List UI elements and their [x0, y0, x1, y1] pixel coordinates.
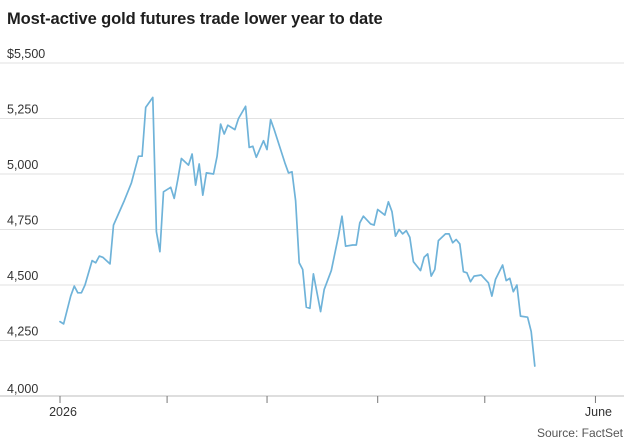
y-tick-label: 4,250 — [7, 325, 38, 339]
y-tick-label: 4,750 — [7, 214, 38, 228]
x-tick-label: June — [585, 405, 612, 419]
y-tick-label: 5,250 — [7, 103, 38, 117]
y-tick-label: $5,500 — [7, 47, 45, 61]
x-axis: 2026 June — [0, 395, 624, 419]
source-note: Source: FactSet — [536, 426, 623, 440]
y-tick-label: 5,000 — [7, 158, 38, 172]
y-tick-label: 4,000 — [7, 382, 38, 396]
series-line — [59, 96, 536, 367]
x-tick-label: 2026 — [49, 405, 77, 419]
gridlines — [0, 62, 624, 341]
y-axis: 4,000 4,250 4,500 4,750 5,000 5,250 $5,500 — [7, 47, 45, 396]
chart-title: Most-active gold futures trade lower yea… — [7, 10, 383, 28]
y-tick-label: 4,500 — [7, 269, 38, 283]
